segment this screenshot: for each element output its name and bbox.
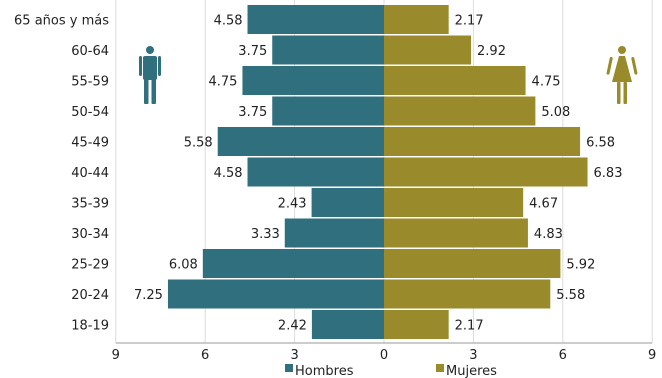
- legend-label-hombres: Hombres: [295, 364, 354, 378]
- category-label: 50-54: [71, 105, 109, 120]
- bar-mujeres: [384, 310, 449, 339]
- category-label: 60-64: [71, 44, 109, 59]
- bar-mujeres: [384, 5, 449, 34]
- category-label: 40-44: [71, 166, 109, 181]
- legend-label-mujeres: Mujeres: [446, 364, 497, 378]
- value-label-mujeres: 4.67: [529, 197, 558, 212]
- category-label: 45-49: [71, 136, 109, 151]
- bar-hombres: [311, 310, 384, 339]
- bar-mujeres: [384, 157, 588, 187]
- bar-mujeres: [384, 249, 561, 278]
- bar-mujeres: [384, 188, 524, 217]
- bar-hombres: [202, 249, 384, 278]
- bar-hombres: [247, 5, 384, 34]
- bar-hombres: [272, 35, 384, 65]
- value-label-hombres: 4.58: [214, 166, 243, 181]
- bar-mujeres: [384, 66, 526, 95]
- value-label-hombres: 2.42: [278, 319, 307, 334]
- x-axis: 9 6 3 0 3 6 9: [112, 342, 656, 363]
- value-label-hombres: 4.75: [208, 75, 237, 90]
- value-label-hombres: 3.33: [251, 227, 280, 242]
- x-tick-label: 0: [380, 348, 388, 363]
- female-figure-icon: [606, 46, 638, 104]
- legend-swatch-hombres: [285, 364, 293, 372]
- legend: Hombres Mujeres: [285, 364, 497, 378]
- value-label-mujeres: 5.08: [541, 105, 570, 120]
- category-label: 35-39: [71, 197, 109, 212]
- value-label-hombres: 4.58: [214, 14, 243, 29]
- value-label-hombres: 3.75: [238, 44, 267, 59]
- category-label: 25-29: [71, 258, 109, 273]
- bar-mujeres: [384, 35, 472, 65]
- x-tick-label: 9: [112, 348, 120, 363]
- value-label-mujeres: 5.92: [566, 258, 595, 273]
- bar-mujeres: [384, 127, 581, 156]
- value-label-mujeres: 4.75: [532, 75, 561, 90]
- x-tick-label: 6: [559, 348, 567, 363]
- legend-swatch-mujeres: [436, 364, 444, 372]
- category-label: 65 años y más: [14, 14, 109, 29]
- bar-hombres: [167, 279, 384, 309]
- bar-mujeres: [384, 218, 528, 248]
- x-tick-label: 9: [648, 348, 656, 363]
- value-label-hombres: 5.58: [184, 136, 213, 151]
- bar-hombres: [284, 218, 384, 248]
- value-label-hombres: 3.75: [238, 105, 267, 120]
- bar-hombres: [217, 127, 384, 156]
- value-label-hombres: 6.08: [169, 258, 198, 273]
- x-tick-label: 6: [201, 348, 209, 363]
- bar-hombres: [272, 96, 384, 126]
- bar-mujeres: [384, 279, 551, 309]
- bars: [167, 5, 588, 339]
- bar-mujeres: [384, 96, 536, 126]
- value-label-mujeres: 2.92: [477, 44, 506, 59]
- male-figure-icon: [139, 46, 161, 104]
- bar-hombres: [242, 66, 384, 95]
- category-label: 20-24: [71, 288, 109, 303]
- bar-hombres: [311, 188, 384, 217]
- x-tick-label: 3: [290, 348, 298, 363]
- category-label: 55-59: [71, 75, 109, 90]
- value-label-hombres: 7.25: [134, 288, 163, 303]
- value-label-mujeres: 5.58: [556, 288, 585, 303]
- value-label-mujeres: 6.58: [586, 136, 615, 151]
- category-label: 30-34: [71, 227, 109, 242]
- bar-hombres: [247, 157, 384, 187]
- value-label-mujeres: 2.17: [455, 319, 484, 334]
- value-label-hombres: 2.43: [278, 197, 307, 212]
- category-labels: 65 años y más 60-64 55-59 50-54 45-49 40-44 35…: [14, 14, 109, 334]
- value-label-mujeres: 4.83: [534, 227, 563, 242]
- value-label-mujeres: 2.17: [455, 14, 484, 29]
- category-label: 18-19: [71, 319, 109, 334]
- x-tick-label: 3: [469, 348, 477, 363]
- value-label-mujeres: 6.83: [594, 166, 623, 181]
- value-labels: 4.58 2.173.75 2.924.75 4.753.75 5.085.58 6.58…: [134, 14, 622, 334]
